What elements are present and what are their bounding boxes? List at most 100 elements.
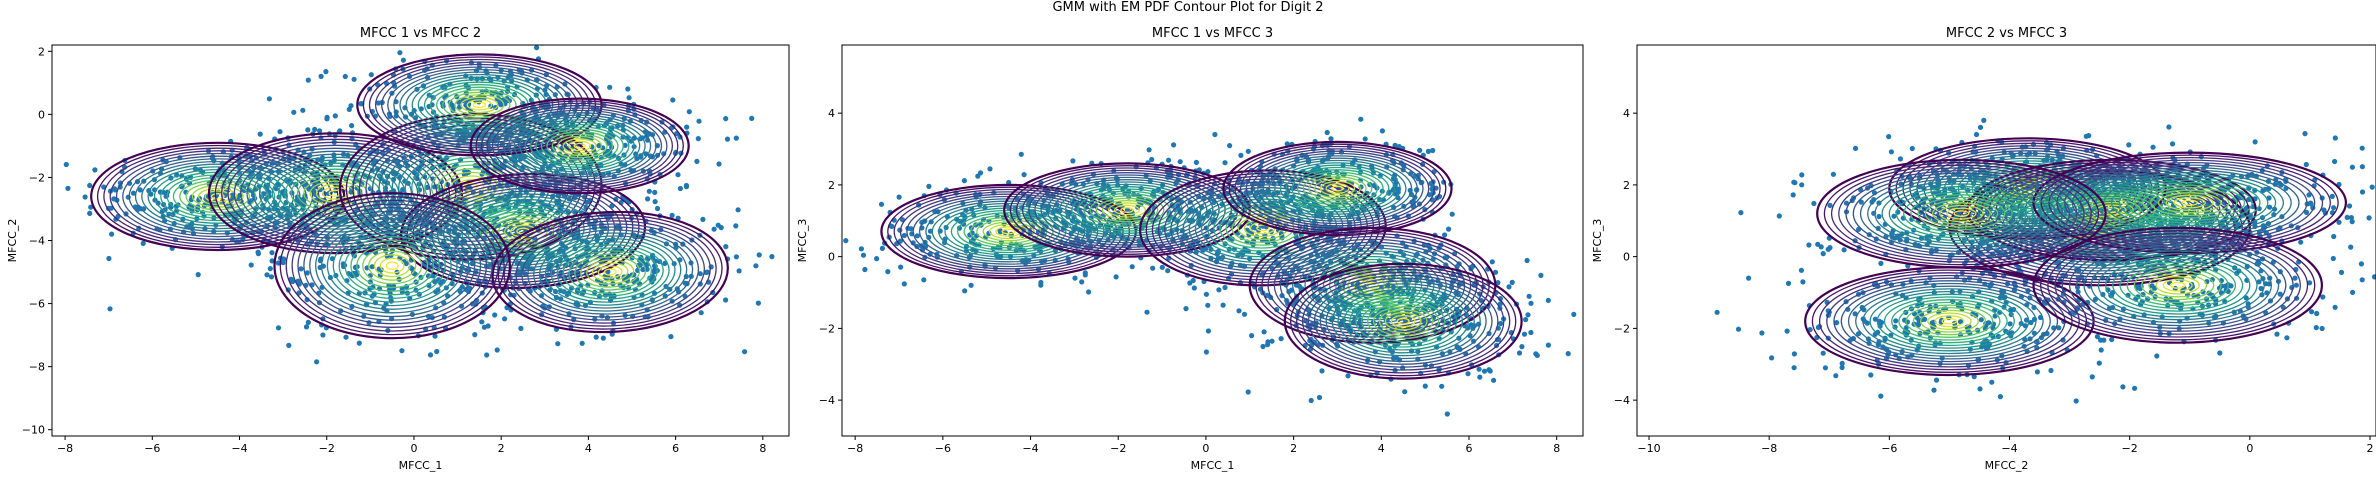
data-point [1159, 264, 1165, 270]
data-point [349, 123, 355, 129]
contour-line [1114, 204, 1140, 216]
data-point [1392, 177, 1398, 183]
contour-line [252, 153, 419, 233]
data-point [896, 194, 902, 200]
data-point [858, 246, 864, 252]
x-tick-label: −6 [144, 442, 160, 455]
data-point [1491, 377, 1497, 383]
data-point [320, 332, 326, 338]
data-point [424, 184, 430, 190]
contour-line [1325, 183, 1350, 194]
contour-line [191, 185, 244, 208]
contour-line [328, 189, 343, 197]
contour-line [1285, 166, 1390, 211]
data-point [82, 194, 88, 200]
contour-line [1343, 291, 1464, 351]
contour-line [393, 68, 566, 141]
contour-line [521, 226, 700, 318]
data-point [1798, 267, 1804, 273]
data-point [723, 116, 729, 122]
data-point [351, 76, 357, 82]
contour-line [591, 262, 629, 282]
contour-line [957, 212, 1061, 251]
data-point [1220, 302, 1226, 308]
plot-area [1714, 117, 2376, 404]
data-point [675, 172, 681, 178]
gmm-component-contour [1003, 162, 1251, 258]
contour-line [368, 58, 590, 151]
contour-line [1251, 152, 1424, 225]
data-point [926, 183, 932, 189]
contour-line [315, 217, 470, 314]
y-tick-label: −4 [29, 235, 45, 248]
figure-title: GMM with EM PDF Contour Plot for Digit 2 [1052, 0, 1324, 15]
data-point [885, 269, 891, 275]
contour-line [562, 138, 597, 154]
data-point [332, 113, 338, 119]
data-point [1203, 291, 1209, 297]
data-point [600, 335, 606, 341]
contour-line [1257, 155, 1418, 222]
data-point [1571, 311, 1577, 317]
contour-line [1331, 185, 1344, 192]
data-point [1171, 142, 1177, 148]
data-point [1888, 149, 1894, 155]
contour-line [1279, 164, 1396, 213]
data-point [43, 216, 48, 221]
contour-line [273, 192, 511, 340]
contour-line [1261, 232, 1484, 338]
gmm-component-contour [491, 210, 729, 334]
contour-line [368, 250, 417, 281]
contour-line [950, 209, 1067, 254]
data-point [303, 324, 310, 330]
data-point [1274, 307, 1280, 313]
data-point [534, 45, 540, 51]
data-point [324, 116, 330, 122]
contour-line [1296, 171, 1379, 206]
x-tick-label: −6 [935, 442, 951, 455]
data-point [961, 178, 967, 184]
contour-line [134, 160, 301, 232]
data-point [1079, 279, 1085, 285]
data-point [1791, 351, 1797, 357]
data-point [1260, 343, 1266, 350]
contour-line [303, 210, 482, 321]
data-point [148, 191, 154, 197]
contour-line [122, 155, 314, 238]
contour-line [309, 214, 476, 318]
contour-line [374, 61, 584, 149]
data-point [697, 271, 703, 277]
data-point [1759, 330, 1765, 336]
x-axis-label: MFCC_1 [1191, 459, 1235, 472]
data-point [1471, 338, 1477, 344]
data-point [356, 340, 362, 346]
data-point [1430, 147, 1436, 154]
data-point [928, 219, 934, 225]
data-point [1892, 324, 1898, 330]
contour-line [356, 243, 429, 289]
contour-line [515, 223, 705, 321]
data-point [1265, 339, 1271, 345]
data-point [1465, 371, 1471, 377]
data-point [1150, 265, 1156, 271]
data-point [588, 16, 593, 21]
contour-line [345, 117, 596, 257]
data-point [1222, 160, 1228, 166]
contour-line [1331, 286, 1475, 357]
data-point [458, 303, 465, 309]
data-point [1203, 349, 1209, 355]
data-point [400, 57, 406, 63]
data-point [317, 128, 323, 134]
data-point [1785, 280, 1792, 286]
data-point [1392, 142, 1398, 148]
gmm-component-contour [90, 141, 346, 252]
contour-line [1095, 197, 1159, 223]
data-point [878, 201, 885, 207]
data-point [2048, 367, 2054, 374]
contour-line [1245, 150, 1430, 227]
data-point [388, 298, 394, 304]
data-point [1428, 180, 1434, 187]
contour-line [491, 216, 555, 246]
contour-line [475, 100, 684, 192]
data-point [1509, 279, 1515, 285]
